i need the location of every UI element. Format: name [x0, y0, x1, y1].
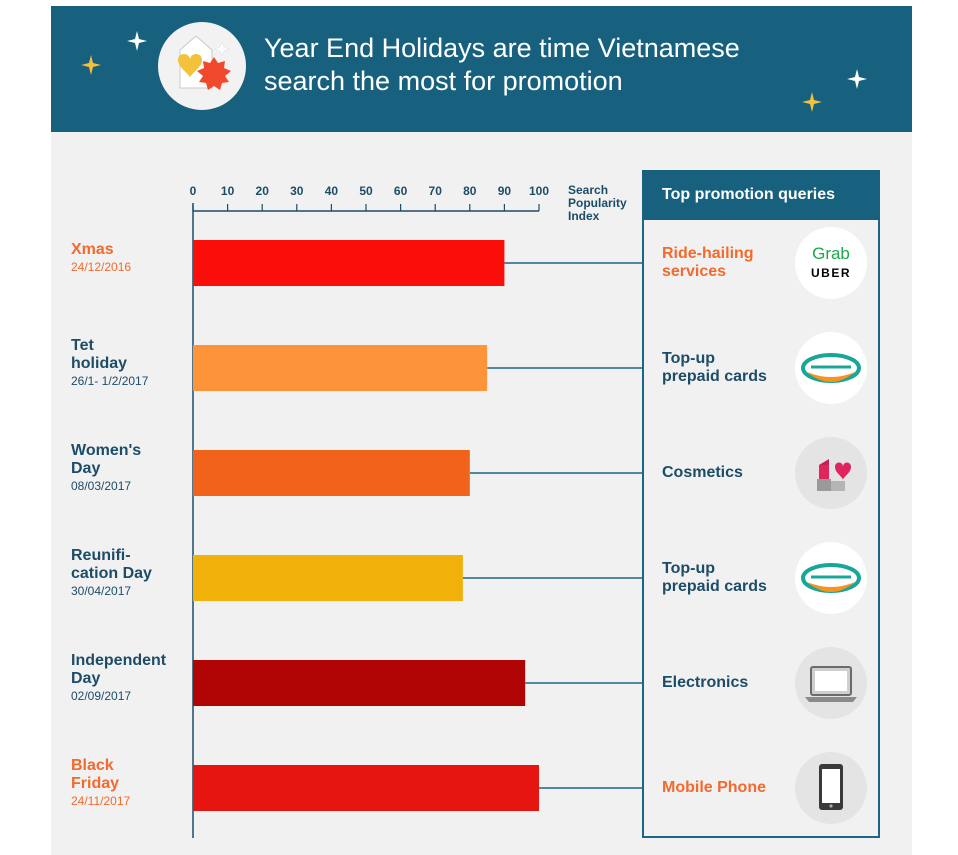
x-tick-label: 70 — [429, 184, 443, 198]
x-tick-label: 30 — [290, 184, 304, 198]
queries-title: Top promotion queries — [662, 186, 836, 203]
viettel-logo-icon — [795, 542, 867, 614]
bar — [193, 660, 526, 706]
viettel-logo-icon — [795, 332, 867, 404]
bar — [193, 765, 539, 811]
category-name: Xmas — [71, 241, 114, 258]
x-tick-label: 0 — [190, 184, 197, 198]
svg-text:UBER: UBER — [811, 266, 851, 280]
x-tick-label: 60 — [394, 184, 408, 198]
holiday-badge-icon — [158, 22, 246, 110]
svg-text:Grab: Grab — [812, 244, 850, 263]
category-name: Black Friday — [71, 757, 120, 792]
bar — [193, 240, 505, 286]
category-label: Reunifi- cation Day 30/04/2017 — [71, 547, 191, 599]
category-label: Tet holiday 26/1- 1/2/2017 — [71, 337, 191, 389]
grab-uber-logo-icon: Grab UBER — [795, 227, 867, 299]
bar — [193, 450, 470, 496]
queries-header — [642, 170, 880, 220]
category-label: Women's Day 08/03/2017 — [71, 442, 191, 494]
category-date: 26/1- 1/2/2017 — [71, 374, 149, 388]
category-date: 02/09/2017 — [71, 689, 132, 703]
category-date: 30/04/2017 — [71, 584, 132, 598]
x-tick-label: 20 — [256, 184, 270, 198]
sparkle-icon — [127, 31, 147, 51]
sparkle-icon — [81, 55, 101, 75]
x-tick-label: 50 — [359, 184, 373, 198]
lipstick-heart-icon — [795, 437, 867, 509]
x-tick-label: 90 — [498, 184, 512, 198]
query-label: Top-up prepaid cards — [662, 350, 767, 385]
category-name: Women's Day — [71, 442, 142, 477]
category-date: 08/03/2017 — [71, 479, 132, 493]
category-label: Black Friday 24/11/2017 — [71, 757, 191, 809]
category-name: Independent Day — [71, 652, 167, 687]
category-label: Independent Day 02/09/2017 — [71, 652, 191, 704]
query-label: Electronics — [662, 674, 749, 691]
x-axis-title: Search Popularity Index — [568, 183, 627, 223]
query-label: Cosmetics — [662, 464, 743, 481]
x-tick-label: 80 — [463, 184, 477, 198]
x-tick-label: 100 — [529, 184, 549, 198]
category-name: Tet holiday — [71, 337, 128, 372]
query-label: Top-up prepaid cards — [662, 560, 767, 595]
page-title: Year End Holidays are time Vietnamese se… — [264, 33, 740, 96]
category-date: 24/12/2016 — [71, 260, 132, 274]
bar — [193, 555, 463, 601]
query-label: Mobile Phone — [662, 779, 766, 796]
category-name: Reunifi- cation Day — [71, 547, 152, 582]
x-tick-label: 40 — [325, 184, 339, 198]
category-date: 24/11/2017 — [71, 794, 131, 808]
laptop-icon — [795, 647, 867, 719]
x-tick-label: 10 — [221, 184, 235, 198]
bar — [193, 345, 488, 391]
sparkle-icon — [802, 92, 822, 112]
mobile-phone-icon — [795, 752, 867, 824]
sparkle-icon — [847, 69, 867, 89]
query-label: Ride-hailing services — [662, 245, 754, 280]
category-label: Xmas 24/12/2016 — [71, 241, 191, 275]
